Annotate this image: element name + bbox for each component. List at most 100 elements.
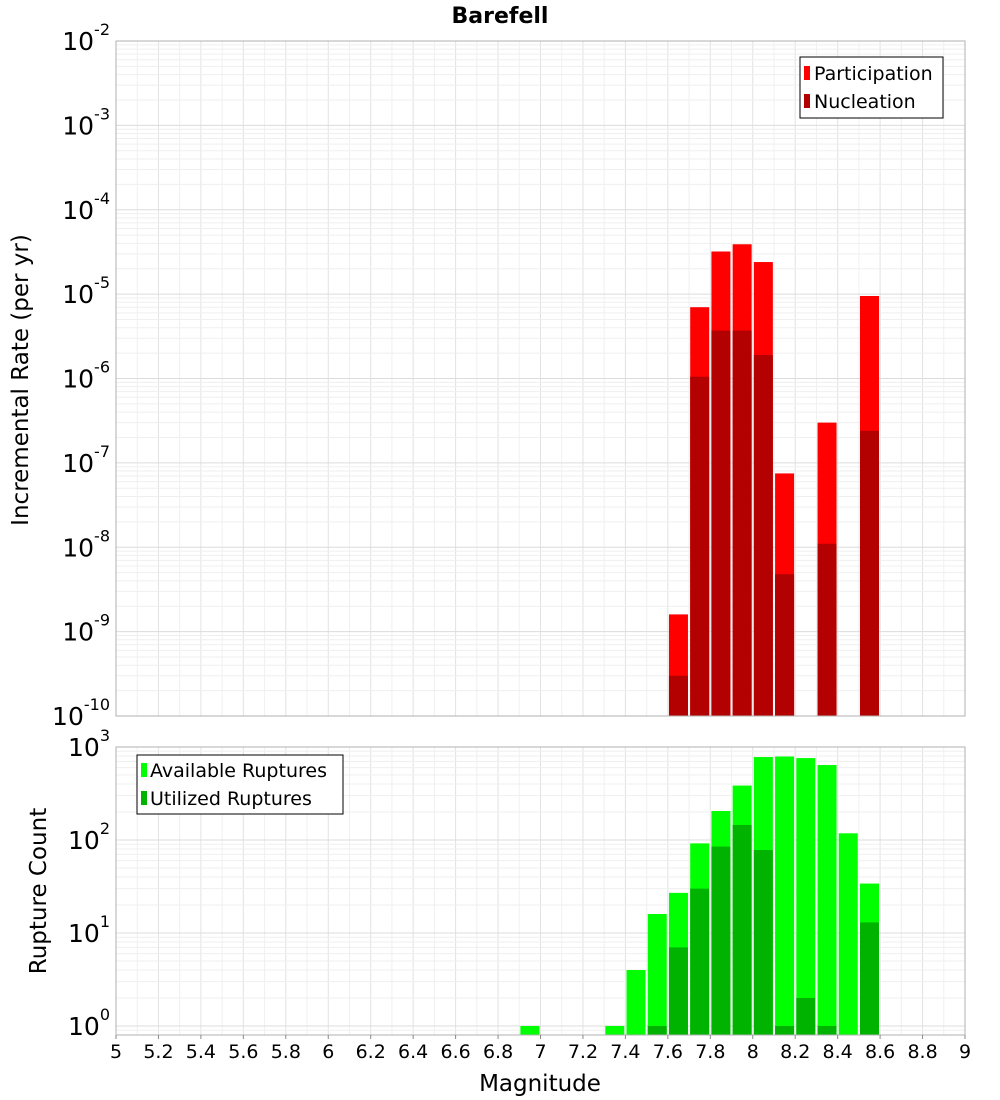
y-tick-base: 10 [62, 111, 94, 140]
x-tick-label: 8.8 [907, 1041, 937, 1063]
y-tick-label: 100 [68, 1005, 110, 1041]
y-tick-label: 101 [68, 912, 110, 948]
legend-label-nucleation: Nucleation [814, 91, 916, 113]
x-tick-label: 7 [534, 1041, 546, 1063]
y-tick-exponent: -8 [94, 526, 110, 545]
y-tick-base: 10 [68, 733, 100, 762]
y-tick-base: 10 [62, 196, 94, 225]
x-tick-label: 6.2 [356, 1041, 386, 1063]
x-tick-label: 7.8 [695, 1041, 725, 1063]
x-tick-label: 9 [959, 1041, 971, 1063]
count-available-ruptures-bar [775, 756, 795, 1035]
y-tick-label: 10-8 [62, 526, 110, 562]
count-utilized-ruptures-bar [775, 1025, 795, 1035]
x-tick-label: 5 [110, 1041, 122, 1063]
x-tick-label: 7.6 [653, 1041, 683, 1063]
x-tick-label: 8.2 [780, 1041, 810, 1063]
y-tick-base: 10 [62, 365, 94, 394]
legend-swatch-available [141, 763, 147, 777]
y-tick-label: 103 [68, 726, 110, 762]
y-tick-exponent: -7 [94, 442, 110, 461]
y-tick-label: 10-4 [62, 189, 110, 225]
count-utilized-ruptures-bar [668, 947, 688, 1035]
legend-label-available: Available Ruptures [150, 760, 327, 782]
count-legend-box [136, 754, 344, 815]
count-available-ruptures-bar [626, 969, 646, 1035]
x-tick-label: 5.6 [228, 1041, 258, 1063]
y-tick-label: 102 [68, 819, 110, 855]
rate-nucleation-bar [859, 430, 879, 716]
y-tick-base: 10 [62, 449, 94, 478]
count-utilized-ruptures-bar [796, 997, 816, 1035]
chart-title: Barefell [452, 4, 549, 29]
y-tick-label: 10-6 [62, 358, 110, 394]
y-tick-exponent: -4 [94, 189, 110, 208]
count-legend: Available Ruptures Utilized Ruptures [136, 754, 344, 815]
y-tick-exponent: 2 [100, 819, 110, 838]
x-tick-label: 7.4 [610, 1041, 640, 1063]
legend-label-utilized: Utilized Ruptures [150, 788, 312, 810]
rate-legend: Participation Nucleation [799, 56, 944, 119]
x-tick-label: 5.8 [271, 1041, 301, 1063]
x-tick-label: 8.4 [823, 1041, 853, 1063]
x-tick-label: 5.4 [186, 1041, 216, 1063]
x-tick-label: 6 [322, 1041, 334, 1063]
count-available-ruptures-bar [520, 1025, 540, 1035]
x-tick-label: 5.2 [143, 1041, 173, 1063]
count-available-ruptures-bar [605, 1025, 625, 1035]
count-utilized-ruptures-bar [732, 824, 752, 1035]
rate-bars [668, 244, 879, 717]
legend-swatch-utilized [141, 791, 147, 805]
count-bars [520, 756, 879, 1035]
x-axis-label: Magnitude [479, 1071, 601, 1097]
y-tick-base: 10 [68, 826, 100, 855]
y-tick-label: 10-3 [62, 104, 110, 140]
count-utilized-ruptures-bar [817, 1025, 837, 1035]
rate-plot-border [115, 40, 966, 717]
rate-y-axis-label: Incremental Rate (per yr) [8, 234, 34, 526]
y-tick-exponent: -2 [94, 20, 110, 39]
y-tick-base: 10 [68, 919, 100, 948]
y-tick-exponent: 1 [100, 912, 110, 931]
rate-nucleation-bar [711, 330, 731, 716]
count-available-ruptures-bar [647, 914, 667, 1035]
y-tick-base: 10 [62, 533, 94, 562]
y-tick-label: 10-7 [62, 442, 110, 478]
rate-nucleation-bar [753, 354, 773, 716]
count-utilized-ruptures-bar [711, 846, 731, 1035]
y-tick-exponent: 0 [100, 1005, 110, 1024]
x-tick-label: 6.8 [483, 1041, 513, 1063]
y-tick-label: 10-9 [62, 611, 110, 647]
y-tick-exponent: 3 [100, 726, 110, 745]
rate-nucleation-bar [732, 330, 752, 716]
rate-nucleation-bar [775, 574, 795, 716]
count-available-ruptures-bar [796, 758, 816, 1035]
y-tick-label: 10-10 [52, 695, 110, 731]
y-tick-label: 10-2 [62, 20, 110, 56]
x-tick-label: 8 [747, 1041, 759, 1063]
count-available-ruptures-bar [838, 833, 858, 1035]
y-tick-base: 10 [62, 280, 94, 309]
rate-legend-box [799, 56, 944, 119]
y-tick-base: 10 [68, 1012, 100, 1041]
y-tick-base: 10 [62, 27, 94, 56]
y-tick-exponent: -10 [84, 695, 110, 714]
x-tick-label: 6.4 [398, 1041, 428, 1063]
y-tick-base: 10 [62, 618, 94, 647]
y-tick-exponent: -6 [94, 358, 110, 377]
count-utilized-ruptures-bar [647, 1025, 667, 1035]
count-y-axis-label: Rupture Count [26, 808, 52, 974]
x-tick-label: 6.6 [440, 1041, 470, 1063]
rate-y-tick-labels: 10-210-310-410-510-610-710-810-910-10 [52, 20, 110, 731]
x-tick-label: 8.6 [865, 1041, 895, 1063]
y-tick-base: 10 [52, 702, 84, 731]
count-utilized-ruptures-bar [753, 850, 773, 1035]
x-tick-labels: 5 5.2 5.4 5.6 5.8 6 6.2 6.4 6.6 6.8 7 7.2 7.4 7.6 7.8 8… [110, 1035, 971, 1063]
y-tick-exponent: -9 [94, 611, 110, 630]
rate-nucleation-bar [690, 376, 710, 716]
legend-swatch-participation [804, 66, 810, 80]
y-tick-exponent: -5 [94, 273, 110, 292]
